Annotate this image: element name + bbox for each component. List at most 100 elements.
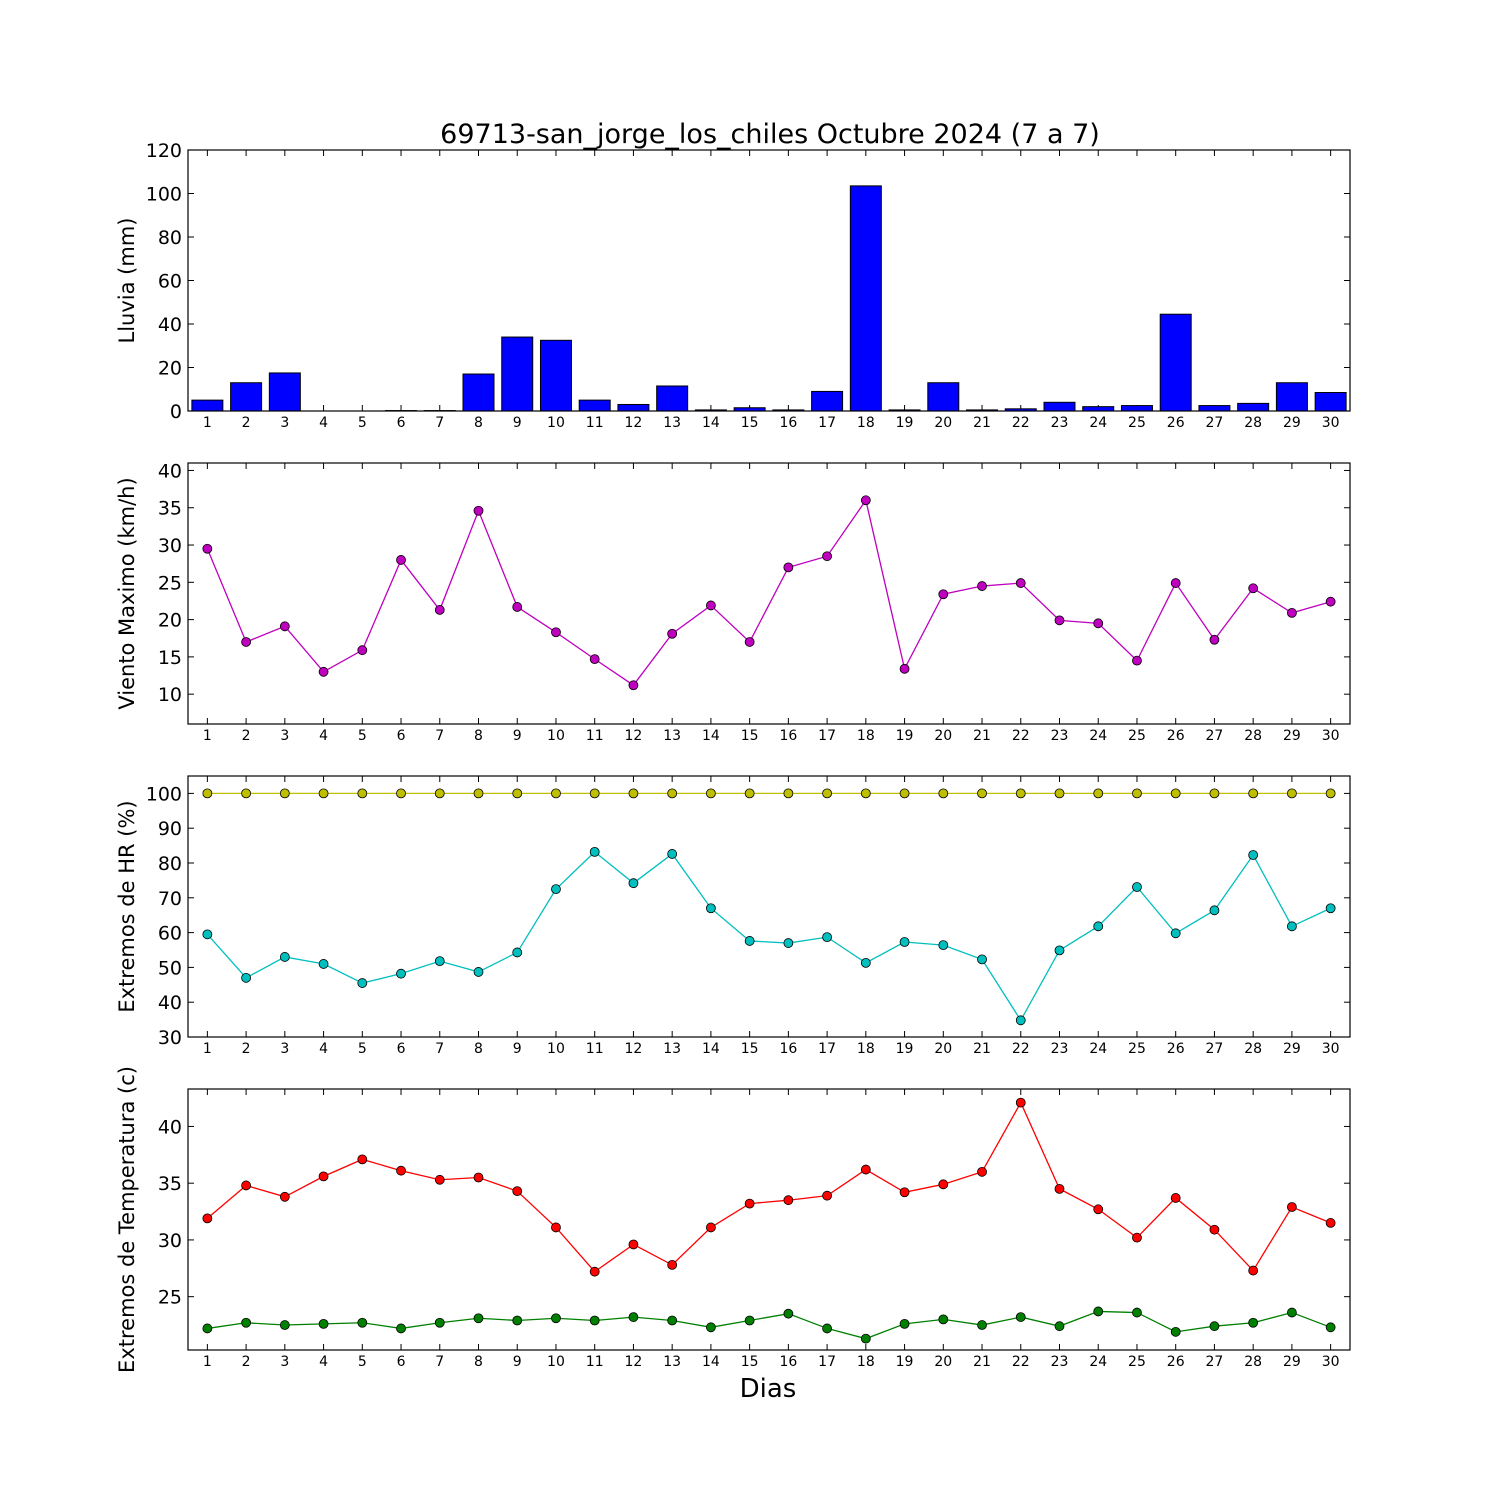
x-tick-label: 8	[474, 415, 483, 431]
y-tick-label: 25	[158, 1287, 182, 1309]
data-point	[899, 937, 910, 947]
x-tick-label: 11	[586, 415, 604, 431]
x-tick-label: 16	[779, 1041, 797, 1057]
data-point	[667, 1259, 678, 1270]
x-tick-label: 1	[203, 728, 212, 744]
x-tick-label: 9	[513, 1354, 522, 1370]
data-point	[706, 1222, 716, 1233]
data-point	[1054, 1183, 1065, 1194]
x-tick-label: 12	[625, 1354, 643, 1370]
x-tick-label: 9	[513, 415, 522, 431]
data-point	[589, 846, 600, 857]
x-tick-label: 12	[625, 1041, 643, 1057]
data-point	[899, 788, 910, 799]
x-tick-label: 13	[663, 1041, 681, 1057]
data-point	[938, 940, 949, 951]
x-tick-label: 8	[474, 1354, 483, 1370]
data-point	[938, 788, 949, 799]
data-point	[628, 680, 639, 691]
data-point	[822, 1190, 832, 1201]
x-tick-label: 24	[1089, 1354, 1107, 1370]
x-tick-label: 19	[896, 728, 914, 744]
x-axis-label: Dias	[740, 1374, 797, 1404]
data-point	[1015, 1015, 1026, 1026]
y-tick-label: 30	[158, 535, 182, 557]
y-tick-label: 90	[158, 818, 182, 840]
x-tick-label: 27	[1206, 1041, 1224, 1057]
x-tick-label: 14	[702, 1041, 720, 1057]
data-point	[357, 645, 368, 656]
x-tick-label: 9	[513, 1041, 522, 1057]
data-point	[1170, 1326, 1181, 1337]
data-point	[241, 1317, 252, 1328]
x-tick-label: 14	[702, 1354, 720, 1370]
rain-bar	[230, 382, 263, 412]
x-tick-label: 28	[1244, 415, 1262, 431]
x-tick-label: 30	[1322, 1354, 1340, 1370]
x-tick-label: 4	[319, 1354, 328, 1370]
data-point	[1209, 634, 1220, 645]
data-point	[1325, 903, 1336, 914]
data-point	[977, 954, 987, 965]
x-tick-label: 2	[242, 1354, 251, 1370]
data-point	[202, 788, 213, 799]
data-point	[667, 788, 678, 799]
rain-bar	[1237, 402, 1270, 412]
x-tick-label: 4	[319, 1041, 328, 1057]
data-point	[512, 947, 523, 958]
data-point	[1093, 1204, 1104, 1215]
data-point	[318, 1319, 329, 1329]
x-tick-label: 3	[280, 1041, 289, 1057]
data-point	[202, 1323, 213, 1334]
x-tick-label: 27	[1206, 728, 1224, 744]
x-tick-label: 1	[203, 1354, 212, 1370]
rain-bar	[501, 336, 534, 412]
x-tick-label: 17	[818, 1041, 836, 1057]
x-tick-label: 25	[1128, 415, 1146, 431]
x-tick-label: 22	[1012, 1041, 1030, 1057]
series-line	[206, 498, 1331, 687]
data-point	[1054, 945, 1065, 956]
data-point	[938, 1179, 949, 1190]
x-tick-label: 2	[242, 728, 251, 744]
x-tick-label: 11	[586, 1354, 604, 1370]
x-tick-label: 28	[1244, 728, 1262, 744]
data-point	[357, 1154, 368, 1165]
y-tick-label: 120	[146, 140, 182, 162]
x-tick-label: 15	[741, 728, 759, 744]
plot-frame	[187, 149, 1351, 412]
x-tick-label: 25	[1128, 1041, 1146, 1057]
x-tick-label: 20	[934, 1041, 952, 1057]
data-point	[1015, 788, 1026, 799]
data-point	[783, 1308, 794, 1319]
x-tick-label: 5	[358, 415, 367, 431]
data-point	[667, 628, 678, 639]
x-tick-label: 12	[625, 415, 643, 431]
data-point	[434, 1317, 445, 1328]
x-tick-label: 29	[1283, 1041, 1301, 1057]
y-tick-label: 40	[158, 314, 182, 336]
data-point	[202, 929, 213, 940]
x-tick-label: 25	[1128, 728, 1146, 744]
rain-bar	[578, 399, 611, 412]
y-tick-label: 10	[158, 684, 182, 706]
data-point	[551, 788, 561, 799]
data-point	[1170, 578, 1181, 588]
y-tick-label: 25	[158, 572, 182, 594]
data-point	[279, 1320, 290, 1330]
data-point	[241, 972, 252, 983]
data-point	[473, 967, 484, 977]
y-tick-label: 40	[158, 992, 182, 1014]
x-tick-label: 30	[1322, 415, 1340, 431]
y-tick-label: 0	[170, 401, 182, 423]
y-tick-label: 35	[158, 498, 182, 520]
data-point	[706, 1322, 716, 1333]
rain-bar	[1198, 405, 1231, 412]
data-point	[589, 788, 600, 799]
y-tick-label: 40	[158, 460, 182, 482]
x-tick-label: 10	[547, 1354, 565, 1370]
rain-bar	[268, 372, 301, 412]
